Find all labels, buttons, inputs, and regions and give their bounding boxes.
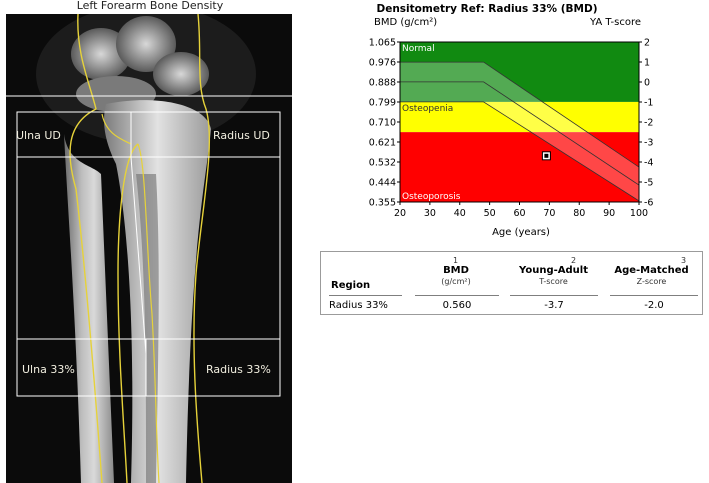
header-region-label: Region — [331, 280, 371, 291]
header-bmd-label: BMD — [443, 265, 469, 276]
patient-point-center — [544, 153, 549, 158]
zone-label-osteopenia: Osteopenia — [402, 104, 453, 114]
header-divider-bmd — [415, 295, 499, 296]
y2-tick-label: -5 — [644, 178, 653, 189]
header-bmd: BMD (g/cm²) — [411, 265, 501, 286]
results-table: Region 1 BMD (g/cm²) 2 Young-Adult T-sco… — [320, 251, 703, 315]
header-young-adult: Young-Adult T-score — [506, 265, 601, 286]
zone-label-osteoporosis: Osteoporosis — [402, 192, 461, 202]
cell-z-score: -2.0 — [644, 300, 664, 311]
header-bmd-unit: (g/cm²) — [441, 277, 471, 286]
y-tick-label: 0.532 — [369, 158, 396, 169]
y-tick-label: 1.065 — [369, 38, 396, 49]
zone-label-normal: Normal — [402, 44, 435, 54]
y2-axis-label: YA T-score — [589, 17, 641, 28]
zone-normal — [400, 42, 639, 102]
reference-line-mean — [400, 81, 640, 186]
x-tick-label: 90 — [603, 208, 615, 219]
header-young-adult-sub: T-score — [539, 277, 568, 286]
header-zscore-footnote: 3 — [681, 256, 687, 265]
header-age-matched-sub: Z-score — [636, 277, 667, 286]
x-axis-label: Age (years) — [492, 227, 550, 238]
y-tick-label: 0.444 — [369, 178, 396, 189]
reference-band — [400, 62, 639, 201]
chart-svg: Densitometry Ref: Radius 33% (BMD) BMD (… — [369, 3, 654, 238]
forearm-xray-image: Ulna UD Radius UD Ulna 33% Radius 33% — [6, 14, 292, 483]
y-axis-label: BMD (g/cm²) — [374, 17, 437, 28]
header-region: Region — [331, 280, 391, 291]
zone-osteopenia — [400, 101, 639, 133]
y2-tick-label: 1 — [644, 58, 650, 69]
y-tick-label: 0.621 — [369, 138, 396, 149]
y2-tick-label: 2 — [644, 38, 650, 49]
densitometry-chart: Densitometry Ref: Radius 33% (BMD) BMD (… — [340, 0, 709, 250]
zone-osteoporosis — [400, 132, 639, 202]
x-tick-label: 80 — [573, 208, 585, 219]
cell-t-score: -3.7 — [544, 300, 564, 311]
y2-tick-label: -4 — [644, 158, 653, 169]
y-tick-label: 0.710 — [369, 118, 396, 129]
x-tick-label: 20 — [394, 208, 406, 219]
roi-label-radius-ud: Radius UD — [213, 129, 270, 142]
header-age-matched: Age-Matched Z-score — [604, 265, 699, 286]
y2-tick-label: 0 — [644, 78, 650, 89]
roi-label-ulna-33: Ulna 33% — [22, 363, 75, 376]
y2-tick-label: -2 — [644, 118, 653, 129]
x-tick-label: 60 — [513, 208, 525, 219]
reference-line-upper — [400, 61, 640, 168]
x-tick-label: 70 — [543, 208, 555, 219]
y2-tick-label: -3 — [644, 138, 653, 149]
y2-tick-label: -6 — [644, 198, 653, 209]
chart-title: Densitometry Ref: Radius 33% (BMD) — [376, 3, 597, 15]
header-divider-region — [329, 295, 402, 296]
y-tick-label: 0.799 — [369, 98, 396, 109]
y-tick-label: 0.355 — [369, 198, 396, 209]
header-divider-zscore — [610, 295, 698, 296]
x-tick-label: 50 — [484, 208, 496, 219]
cell-bmd: 0.560 — [442, 300, 472, 311]
y-tick-label: 0.976 — [369, 58, 396, 69]
header-young-adult-label: Young-Adult — [519, 265, 588, 276]
header-age-matched-label: Age-Matched — [614, 265, 689, 276]
header-tscore-footnote: 2 — [571, 256, 577, 265]
y-tick-label: 0.888 — [369, 78, 396, 89]
x-tick-label: 100 — [630, 208, 648, 219]
roi-label-radius-33: Radius 33% — [206, 363, 271, 376]
header-bmd-footnote: 1 — [453, 256, 459, 265]
reference-line-lower — [400, 101, 640, 202]
cell-region: Radius 33% — [329, 300, 388, 311]
x-tick-label: 30 — [424, 208, 436, 219]
x-tick-label: 40 — [454, 208, 466, 219]
image-title: Left Forearm Bone Density — [76, 0, 224, 12]
y2-tick-label: -1 — [644, 98, 653, 109]
xray-graphic — [6, 14, 292, 483]
header-divider-tscore — [510, 295, 598, 296]
roi-label-ulna-ud: Ulna UD — [16, 129, 61, 142]
